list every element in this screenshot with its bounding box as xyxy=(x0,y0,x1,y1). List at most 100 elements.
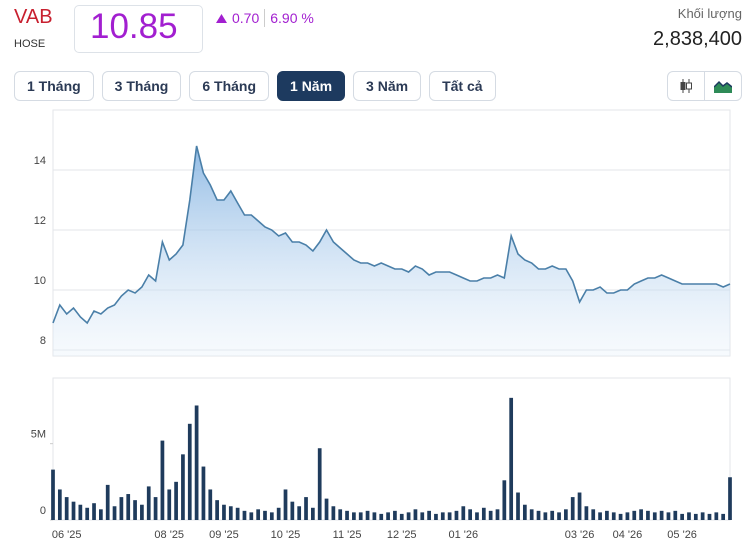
volume-bar xyxy=(57,489,62,520)
volume-bar xyxy=(160,440,165,520)
volume-bar xyxy=(639,509,643,520)
x-tick-label: 04 '26 xyxy=(613,529,643,541)
volume-bar xyxy=(693,513,698,520)
price: 10.85 xyxy=(90,7,178,46)
volume-bar xyxy=(85,507,90,520)
range-button[interactable]: 1 Năm xyxy=(277,71,346,101)
x-tick-label: 10 '25 xyxy=(271,529,301,541)
volume-bar xyxy=(297,506,302,520)
volume-bar xyxy=(194,405,199,520)
volume-bar xyxy=(174,481,178,520)
volume-bar xyxy=(235,507,240,520)
volume-bar xyxy=(358,512,363,520)
y-tick-label: 12 xyxy=(34,215,46,227)
range-button[interactable]: 1 Tháng xyxy=(14,71,94,101)
volume-bar xyxy=(605,510,609,520)
volume-bar xyxy=(481,507,486,520)
volume-bar xyxy=(543,512,548,520)
volume-bar xyxy=(420,512,425,520)
volume-bar xyxy=(345,510,349,520)
volume-bar xyxy=(728,477,732,520)
volume-bar xyxy=(119,497,124,520)
volume-bar xyxy=(331,506,336,520)
x-tick-label: 12 '25 xyxy=(387,529,417,541)
volume-bar xyxy=(201,466,206,520)
volume-bar xyxy=(536,510,541,520)
plot-frame xyxy=(52,377,731,521)
y-tick-label: 0 xyxy=(40,505,46,517)
range-button[interactable]: 3 Năm xyxy=(353,71,422,101)
volume-bar xyxy=(317,448,322,520)
x-tick-label: 11 '25 xyxy=(333,529,362,541)
volume-bar xyxy=(666,512,671,520)
volume-bar xyxy=(215,500,219,520)
candlestick-icon[interactable] xyxy=(668,72,704,100)
volume-bar xyxy=(427,510,431,520)
y-tick-label: 14 xyxy=(34,155,46,167)
volume-bar xyxy=(222,504,226,520)
price-box xyxy=(74,5,203,53)
volume-bar xyxy=(659,510,664,520)
volume-bar xyxy=(591,509,596,520)
range-button[interactable]: 6 Tháng xyxy=(189,71,270,101)
volume-bar xyxy=(99,509,103,520)
volume-bar xyxy=(269,512,274,520)
volume-bar xyxy=(379,513,384,520)
volume-bar xyxy=(721,513,726,520)
volume-bar xyxy=(564,509,568,520)
volume-bar xyxy=(372,512,377,520)
volume-bar xyxy=(509,397,514,520)
volume-bar xyxy=(557,512,561,520)
x-tick-label: 09 '25 xyxy=(209,529,239,541)
volume-bar xyxy=(714,512,719,520)
change-value: 0.70 xyxy=(232,10,260,26)
volume-bar xyxy=(140,504,144,520)
volume-bar xyxy=(550,510,555,520)
volume-bar xyxy=(242,510,247,520)
volume-bar xyxy=(529,509,534,520)
volume-bar xyxy=(625,512,630,520)
y-tick-label: 5M xyxy=(31,429,46,441)
area-fill xyxy=(53,146,730,356)
volume-bar xyxy=(276,507,281,520)
volume-bar xyxy=(146,486,151,520)
range-button[interactable]: Tất cả xyxy=(429,71,496,101)
volume-bar xyxy=(78,504,83,520)
volume-bar xyxy=(338,509,343,520)
volume-bar xyxy=(92,503,96,520)
change: 0.70 6.90 % xyxy=(216,9,314,27)
volume-bar xyxy=(461,506,466,520)
volume-bar xyxy=(406,512,411,520)
volume-bar xyxy=(434,513,438,520)
volume-bar xyxy=(133,500,137,520)
volume-bar xyxy=(167,489,172,520)
volume-bar xyxy=(112,506,117,520)
area-icon[interactable] xyxy=(704,72,741,100)
volume-bar xyxy=(611,512,616,520)
volume-bar xyxy=(386,512,390,520)
volume-bar xyxy=(399,513,404,520)
volume-bar xyxy=(256,509,261,520)
volume-bar xyxy=(454,510,459,520)
volume-bar xyxy=(577,492,582,520)
x-tick-label: 06 '25 xyxy=(52,529,82,541)
volume-bar xyxy=(64,497,69,520)
volume-bar xyxy=(126,494,131,520)
volume-bar xyxy=(365,510,370,520)
x-tick-label: 03 '26 xyxy=(565,529,595,541)
volume-bar xyxy=(283,489,288,520)
range-button[interactable]: 3 Tháng xyxy=(101,71,182,101)
volume-label: Khối lượng xyxy=(677,6,742,21)
price-line xyxy=(52,145,731,325)
volume-bar xyxy=(680,513,684,520)
volume-bar xyxy=(228,506,233,520)
up-arrow xyxy=(216,13,227,23)
volume-bar xyxy=(687,512,691,520)
volume-bar xyxy=(393,510,397,520)
x-tick-label: 08 '25 xyxy=(154,529,184,541)
volume-bar xyxy=(181,454,185,520)
x-tick-label: 05 '26 xyxy=(667,529,697,541)
volume-bar xyxy=(632,510,637,520)
volume-bar xyxy=(570,497,575,520)
